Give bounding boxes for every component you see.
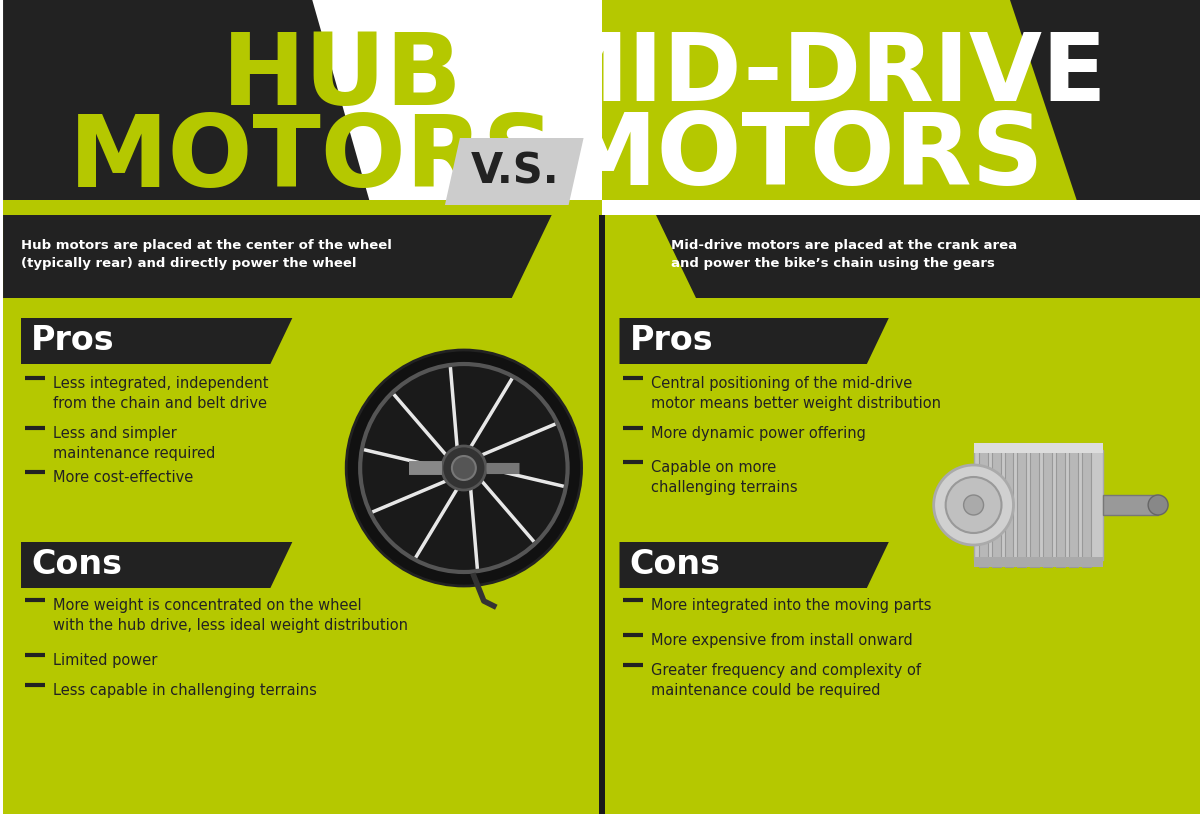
Text: More cost-effective: More cost-effective [53, 470, 193, 485]
Polygon shape [601, 0, 1200, 814]
Text: More weight is concentrated on the wheel
with the hub drive, less ideal weight d: More weight is concentrated on the wheel… [53, 598, 408, 633]
Circle shape [452, 456, 476, 480]
Bar [973, 450, 1103, 560]
Text: Less integrated, independent
from the chain and belt drive: Less integrated, independent from the ch… [53, 376, 269, 411]
Polygon shape [4, 200, 601, 215]
Text: Greater frequency and complexity of
maintenance could be required: Greater frequency and complexity of main… [652, 663, 922, 698]
Text: Less and simpler
maintenance required: Less and simpler maintenance required [53, 426, 215, 462]
Polygon shape [601, 0, 1200, 210]
Text: MOTORS: MOTORS [68, 112, 556, 208]
Text: More integrated into the moving parts: More integrated into the moving parts [652, 598, 932, 613]
Polygon shape [22, 542, 293, 588]
Text: Less capable in challenging terrains: Less capable in challenging terrains [53, 683, 317, 698]
Text: MOTORS: MOTORS [558, 110, 1044, 207]
Circle shape [360, 364, 568, 572]
Text: Pros: Pros [31, 325, 115, 357]
Polygon shape [601, 200, 1200, 215]
Bar [973, 443, 1103, 453]
Text: Central positioning of the mid-drive
motor means better weight distribution: Central positioning of the mid-drive mot… [652, 376, 942, 411]
Polygon shape [4, 0, 601, 814]
Text: More dynamic power offering: More dynamic power offering [652, 426, 866, 441]
Polygon shape [4, 215, 601, 814]
Circle shape [934, 465, 1014, 545]
Text: HUB: HUB [222, 29, 462, 126]
Bar [1082, 443, 1091, 567]
Bar [1004, 443, 1014, 567]
Circle shape [964, 495, 984, 515]
Polygon shape [619, 542, 889, 588]
Text: Hub motors are placed at the center of the wheel
(typically rear) and directly p: Hub motors are placed at the center of t… [22, 239, 392, 270]
Bar [1018, 443, 1026, 567]
Text: Mid-drive motors are placed at the crank area
and power the bike’s chain using t: Mid-drive motors are placed at the crank… [671, 239, 1018, 270]
Polygon shape [656, 215, 1200, 298]
Polygon shape [4, 0, 372, 210]
Circle shape [946, 477, 1002, 533]
Bar [1103, 495, 1158, 515]
Text: Capable on more
challenging terrains: Capable on more challenging terrains [652, 460, 798, 496]
Bar [973, 557, 1103, 567]
Circle shape [1148, 495, 1168, 515]
Polygon shape [4, 215, 552, 298]
Polygon shape [22, 318, 293, 364]
Circle shape [346, 350, 582, 586]
Bar [1044, 443, 1052, 567]
Bar [1056, 443, 1066, 567]
Bar [1069, 443, 1079, 567]
Text: More expensive from install onward: More expensive from install onward [652, 633, 913, 648]
Text: Pros: Pros [630, 325, 713, 357]
Circle shape [442, 446, 486, 490]
Bar [1031, 443, 1039, 567]
Text: V.S.: V.S. [470, 151, 559, 193]
Text: Cons: Cons [630, 549, 720, 581]
Bar [978, 443, 988, 567]
Text: Cons: Cons [31, 549, 122, 581]
Polygon shape [445, 138, 583, 205]
Polygon shape [619, 318, 889, 364]
Bar [991, 443, 1001, 567]
Text: Limited power: Limited power [53, 653, 157, 668]
Polygon shape [599, 215, 605, 814]
Polygon shape [1010, 0, 1200, 210]
Text: MID-DRIVE: MID-DRIVE [535, 29, 1108, 121]
